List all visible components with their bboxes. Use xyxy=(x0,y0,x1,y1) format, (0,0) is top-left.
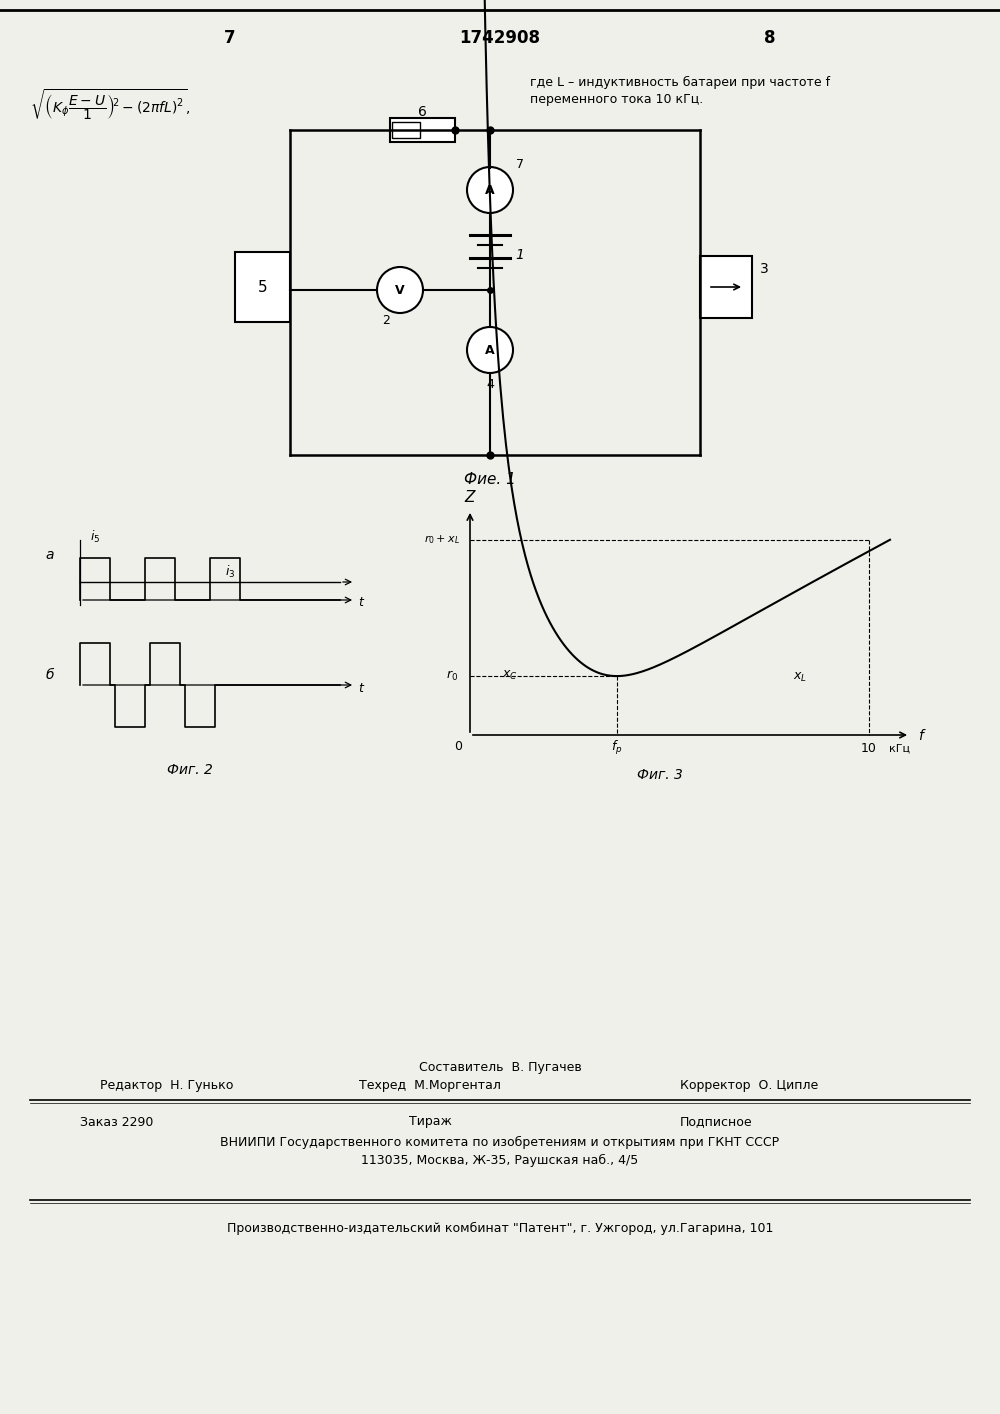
Text: $f_p$: $f_p$ xyxy=(611,740,623,756)
Text: A: A xyxy=(485,184,495,197)
Text: A: A xyxy=(485,344,495,356)
Text: $i_5$: $i_5$ xyxy=(90,529,100,544)
Text: $\sqrt{\left(K_{\phi}\dfrac{E-U}{1}\right)^{\!2}-(2\pi f L)^2},$: $\sqrt{\left(K_{\phi}\dfrac{E-U}{1}\righ… xyxy=(30,88,190,123)
Text: Фиг. 2: Фиг. 2 xyxy=(167,764,213,778)
Text: $f$: $f$ xyxy=(918,727,926,742)
Text: $r_0+x_L$: $r_0+x_L$ xyxy=(424,533,460,546)
Text: Фиг. 3: Фиг. 3 xyxy=(637,768,683,782)
Text: кГц: кГц xyxy=(890,744,910,754)
Text: 7: 7 xyxy=(516,158,524,171)
Text: Корректор  О. Ципле: Корректор О. Ципле xyxy=(680,1079,818,1093)
Text: Фие. 1: Фие. 1 xyxy=(464,472,516,488)
Text: 8: 8 xyxy=(764,30,776,47)
Text: Техред  М.Моргентал: Техред М.Моргентал xyxy=(359,1079,501,1093)
Text: 1: 1 xyxy=(516,247,524,262)
Text: где L – индуктивность батареи при частоте f: где L – индуктивность батареи при частот… xyxy=(530,75,830,89)
Text: Подписное: Подписное xyxy=(680,1116,753,1128)
Text: V: V xyxy=(395,283,405,297)
Text: 1742908: 1742908 xyxy=(460,30,540,47)
Text: Z: Z xyxy=(465,491,475,505)
Text: $x_C$: $x_C$ xyxy=(502,669,518,682)
Circle shape xyxy=(377,267,423,312)
Circle shape xyxy=(467,327,513,373)
Text: $t$: $t$ xyxy=(358,682,366,694)
Text: 2: 2 xyxy=(382,314,390,327)
Text: 113035, Москва, Ж-35, Раушская наб., 4/5: 113035, Москва, Ж-35, Раушская наб., 4/5 xyxy=(361,1154,639,1167)
Text: Тираж: Тираж xyxy=(409,1116,451,1128)
Bar xyxy=(390,117,455,141)
Text: $i_3$: $i_3$ xyxy=(225,564,235,580)
Text: 7: 7 xyxy=(224,30,236,47)
Text: 6: 6 xyxy=(418,105,426,119)
Text: Редактор  Н. Гунько: Редактор Н. Гунько xyxy=(100,1079,233,1093)
Text: переменного тока 10 кГц.: переменного тока 10 кГц. xyxy=(530,93,703,106)
Text: $t$: $t$ xyxy=(358,597,366,609)
Bar xyxy=(700,256,752,318)
Text: Составитель  В. Пугачев: Составитель В. Пугачев xyxy=(419,1062,581,1075)
Text: 5: 5 xyxy=(258,280,268,294)
Text: 4: 4 xyxy=(486,379,494,392)
Bar xyxy=(392,122,420,139)
Text: 0: 0 xyxy=(454,741,462,754)
Text: 10: 10 xyxy=(861,741,877,755)
Text: $r_0$: $r_0$ xyxy=(446,669,458,683)
Text: б: б xyxy=(46,667,54,682)
Text: а: а xyxy=(46,549,54,561)
Text: $x_L$: $x_L$ xyxy=(793,670,807,684)
Text: 3: 3 xyxy=(760,262,768,276)
Text: Заказ 2290: Заказ 2290 xyxy=(80,1116,153,1128)
Circle shape xyxy=(467,167,513,214)
Text: Производственно-издательский комбинат "Патент", г. Ужгород, ул.Гагарина, 101: Производственно-издательский комбинат "П… xyxy=(227,1222,773,1234)
Bar xyxy=(235,252,290,322)
Text: ВНИИПИ Государственного комитета по изобретениям и открытиям при ГКНТ СССР: ВНИИПИ Государственного комитета по изоб… xyxy=(220,1135,780,1148)
